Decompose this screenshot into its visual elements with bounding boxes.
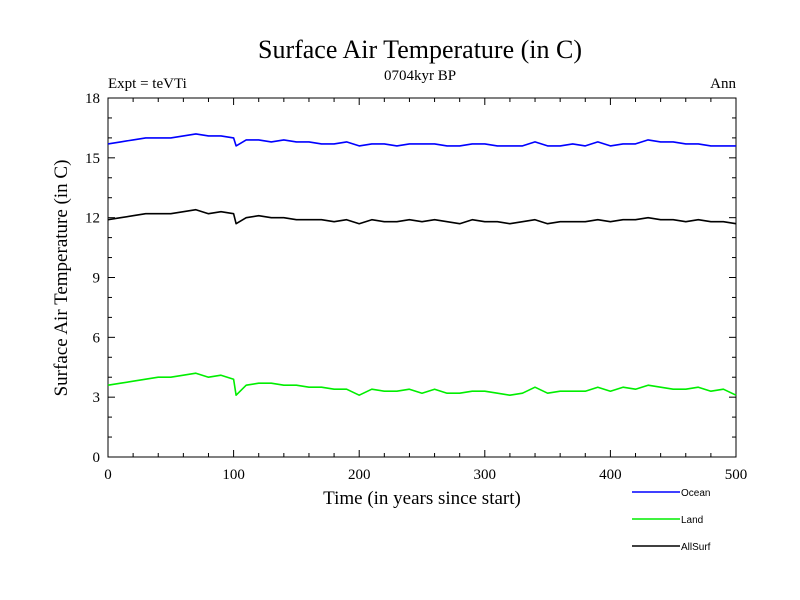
y-axis-label: Surface Air Temperature (in C) bbox=[51, 160, 72, 397]
chart-subtitle: 0704kyr BP bbox=[384, 68, 456, 84]
x-axis-label: Time (in years since start) bbox=[323, 488, 521, 509]
series-lines bbox=[107, 133, 737, 397]
legend-label-ocean: Ocean bbox=[681, 488, 710, 499]
legend: Ocean Land AllSurf bbox=[632, 488, 711, 553]
y-tick-label: 3 bbox=[93, 390, 101, 406]
x-tick-label: 100 bbox=[222, 467, 245, 483]
experiment-label: Expt = teVTi bbox=[108, 76, 187, 92]
y-tick-label: 9 bbox=[93, 271, 101, 287]
y-tick-label: 12 bbox=[85, 211, 100, 227]
y-tick-labels: 0 3 6 9 12 15 18 bbox=[85, 91, 101, 466]
x-tick-label: 300 bbox=[474, 467, 497, 483]
series-line-land bbox=[107, 372, 737, 397]
x-tick-label: 500 bbox=[725, 467, 748, 483]
axis-ticks bbox=[107, 97, 737, 458]
y-tick-label: 15 bbox=[85, 151, 100, 167]
y-tick-label: 6 bbox=[93, 330, 101, 346]
x-tick-label: 0 bbox=[104, 467, 112, 483]
x-tick-label: 200 bbox=[348, 467, 371, 483]
y-tick-label: 0 bbox=[93, 450, 101, 466]
chart-title: Surface Air Temperature (in C) bbox=[258, 35, 582, 64]
legend-label-allsurf: AllSurf bbox=[681, 542, 711, 553]
plot-frame bbox=[107, 97, 737, 458]
series-line-allsurf bbox=[107, 208, 737, 225]
season-label: Ann bbox=[710, 76, 736, 92]
x-tick-labels: 0 100 200 300 400 500 bbox=[104, 467, 747, 483]
series-line-ocean bbox=[107, 133, 736, 147]
x-tick-label: 400 bbox=[599, 467, 622, 483]
legend-label-land: Land bbox=[681, 515, 703, 526]
y-tick-label: 18 bbox=[85, 91, 100, 107]
